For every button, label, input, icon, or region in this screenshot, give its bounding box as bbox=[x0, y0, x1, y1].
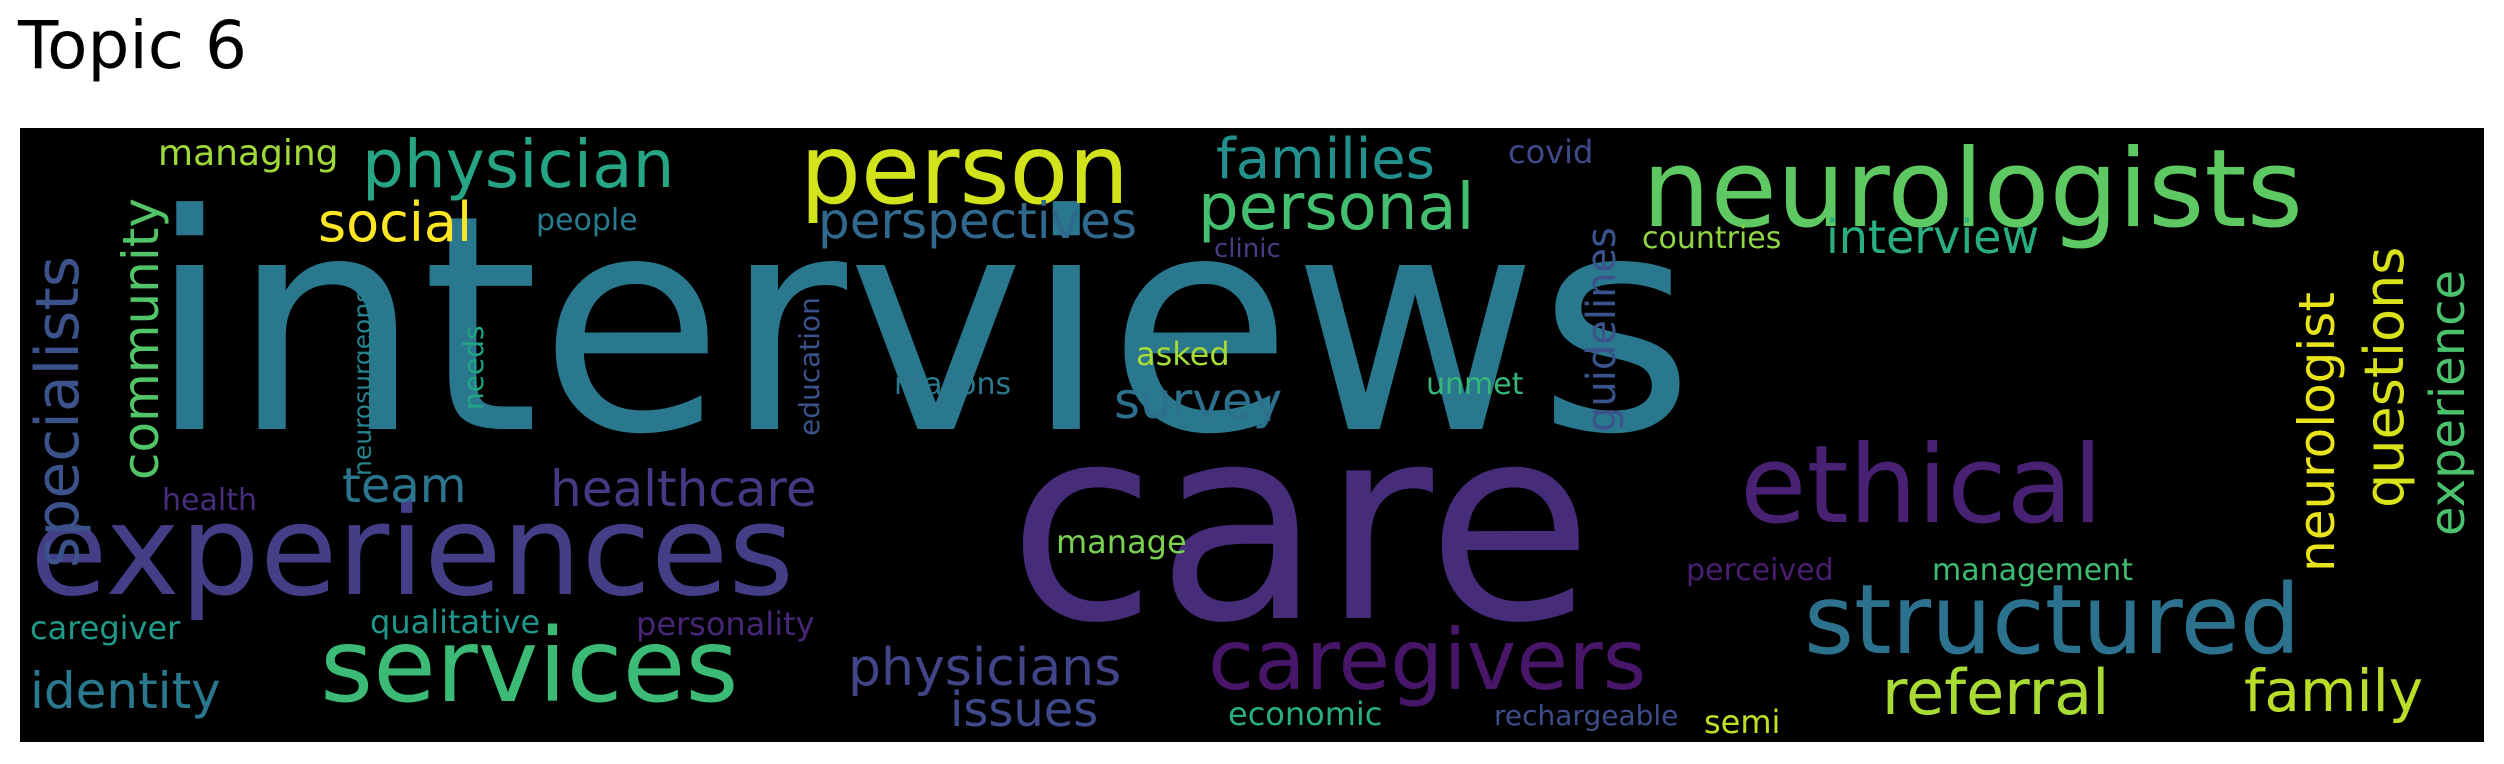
word-reasons: reasons bbox=[894, 367, 1012, 402]
word-management: management bbox=[1932, 553, 2133, 588]
word-family: family bbox=[2244, 657, 2424, 725]
word-health: health bbox=[162, 483, 257, 518]
word-countries: countries bbox=[1642, 221, 1782, 256]
word-guidelines: guidelines bbox=[1579, 227, 1625, 432]
word-neurosurgeons: neurosurgeons bbox=[348, 289, 377, 476]
word-experiences: experiences bbox=[30, 477, 794, 624]
word-needs: needs bbox=[457, 325, 490, 410]
word-survey: survey bbox=[1114, 372, 1283, 430]
word-economic: economic bbox=[1228, 695, 1383, 733]
word-physicians: physicians bbox=[848, 638, 1122, 698]
word-team: team bbox=[342, 458, 467, 514]
word-neurologist: neurologist bbox=[2288, 292, 2346, 572]
word-semi: semi bbox=[1704, 703, 1781, 741]
word-interview: interview bbox=[1826, 210, 2040, 264]
word-issues: issues bbox=[950, 682, 1099, 738]
word-social: social bbox=[318, 191, 472, 254]
word-interviews: interviews bbox=[148, 151, 1695, 500]
word-manage: manage bbox=[1056, 523, 1187, 561]
word-unmet: unmet bbox=[1426, 367, 1524, 402]
word-cloud: interviews care neurologists person expe… bbox=[20, 128, 2484, 742]
page-title: Topic 6 bbox=[18, 7, 247, 84]
word-neurologists: neurologists bbox=[1642, 128, 2303, 252]
word-identity: identity bbox=[30, 662, 221, 720]
word-healthcare: healthcare bbox=[550, 460, 817, 518]
word-structured: structured bbox=[1804, 564, 2301, 676]
word-community: community bbox=[112, 198, 170, 480]
word-questions: questions bbox=[2353, 246, 2416, 508]
word-specialists: specialists bbox=[23, 255, 93, 568]
word-care: care bbox=[1008, 367, 1594, 682]
word-families: families bbox=[1216, 128, 1435, 192]
word-services: services bbox=[320, 607, 739, 726]
word-perceived: perceived bbox=[1686, 553, 1834, 588]
word-physician: physician bbox=[362, 128, 675, 203]
word-personal: personal bbox=[1198, 171, 1475, 245]
word-personality: personality bbox=[636, 605, 815, 643]
word-experience: experience bbox=[2420, 269, 2476, 536]
word-perspectives: perspectives bbox=[818, 192, 1137, 250]
word-asked: asked bbox=[1136, 335, 1230, 373]
word-person: person bbox=[800, 128, 1130, 226]
word-caregiver: caregiver bbox=[30, 609, 181, 647]
word-clinic: clinic bbox=[1214, 234, 1281, 264]
word-covid: covid bbox=[1508, 133, 1594, 171]
word-managing: managing bbox=[158, 133, 339, 174]
word-rechargeable: rechargeable bbox=[1494, 699, 1679, 732]
word-education: education bbox=[793, 297, 826, 436]
word-people: people bbox=[536, 203, 638, 238]
word-referral: referral bbox=[1882, 656, 2110, 729]
word-caregivers: caregivers bbox=[1208, 611, 1647, 709]
word-ethical: ethical bbox=[1740, 423, 2103, 548]
word-qualitative: qualitative bbox=[370, 603, 541, 641]
